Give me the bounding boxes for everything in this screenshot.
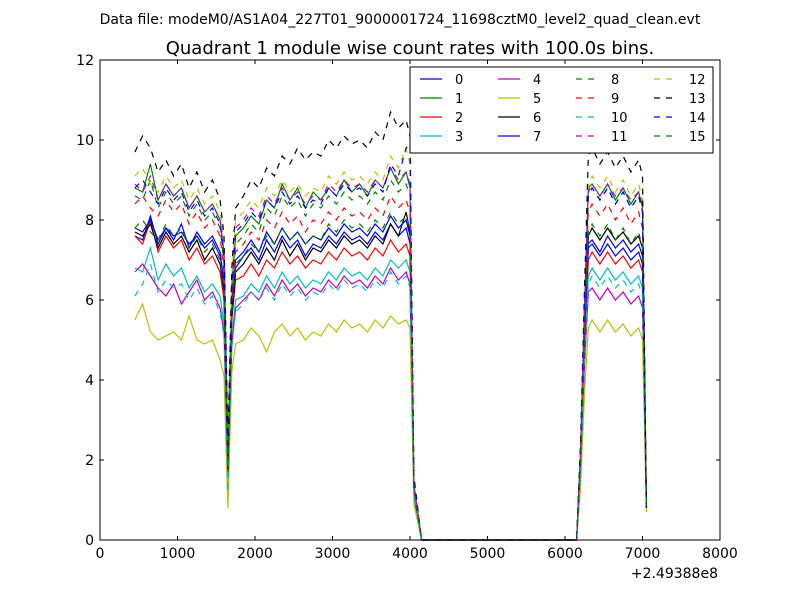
series-line-0 [134, 213, 647, 541]
y-tick-label: 4 [85, 373, 94, 389]
legend-label-6: 6 [533, 111, 541, 126]
series-line-11 [134, 166, 647, 541]
series-line-10 [134, 262, 647, 541]
legend-label-9: 9 [611, 92, 619, 107]
y-tick-label: 2 [85, 453, 94, 469]
legend-label-1: 1 [455, 92, 463, 107]
legend-label-11: 11 [611, 130, 628, 145]
series-line-1 [134, 163, 647, 541]
legend-label-7: 7 [533, 130, 541, 145]
series-line-4 [134, 263, 647, 541]
x-tick-label: 8000 [702, 546, 738, 562]
x-offset-label: +2.49388e8 [631, 566, 718, 582]
chart-title: Quadrant 1 module wise count rates with … [166, 38, 655, 59]
legend-label-8: 8 [611, 73, 619, 88]
x-tick-label: 0 [96, 546, 105, 562]
series-line-7 [134, 214, 647, 541]
legend-label-10: 10 [611, 111, 628, 126]
legend-label-15: 15 [689, 130, 706, 145]
legend-label-2: 2 [455, 111, 463, 126]
plot-frame [99, 59, 721, 541]
legend-label-12: 12 [689, 73, 706, 88]
x-tick-label: 4000 [392, 546, 428, 562]
x-tick-label: 1000 [160, 546, 196, 562]
y-tick-label: 8 [85, 213, 94, 229]
y-tick-label: 6 [85, 293, 94, 309]
series-line-5 [134, 302, 647, 541]
x-tick-label: 2000 [237, 546, 273, 562]
legend-label-14: 14 [689, 111, 706, 126]
series-line-13 [134, 110, 647, 541]
series-line-12 [134, 145, 647, 541]
legend-label-0: 0 [455, 73, 463, 88]
y-tick-label: 10 [76, 133, 94, 149]
suptitle: Data file: modeM0/AS1A04_227T01_90000017… [100, 12, 701, 28]
legend-frame [409, 66, 714, 154]
legend-label-5: 5 [533, 92, 541, 107]
x-tick-label: 5000 [470, 546, 506, 562]
x-tick-label: 7000 [625, 546, 661, 562]
x-tick-label: 6000 [547, 546, 583, 562]
series-line-15 [134, 210, 647, 541]
series-line-3 [134, 245, 647, 541]
series-line-14 [134, 142, 647, 541]
axis-ticks: 0 1000 2000 3000 4000 5000 6000 7000 80000246810… [76, 53, 738, 562]
series-line-9 [134, 194, 647, 541]
plot-area [134, 110, 647, 541]
legend-label-3: 3 [455, 130, 463, 145]
series-line-8 [134, 178, 647, 541]
legend-label-4: 4 [533, 73, 541, 88]
legend-label-13: 13 [689, 92, 706, 107]
y-tick-label: 12 [76, 53, 94, 69]
y-tick-label: 0 [85, 533, 94, 549]
x-tick-label: 3000 [315, 546, 351, 562]
